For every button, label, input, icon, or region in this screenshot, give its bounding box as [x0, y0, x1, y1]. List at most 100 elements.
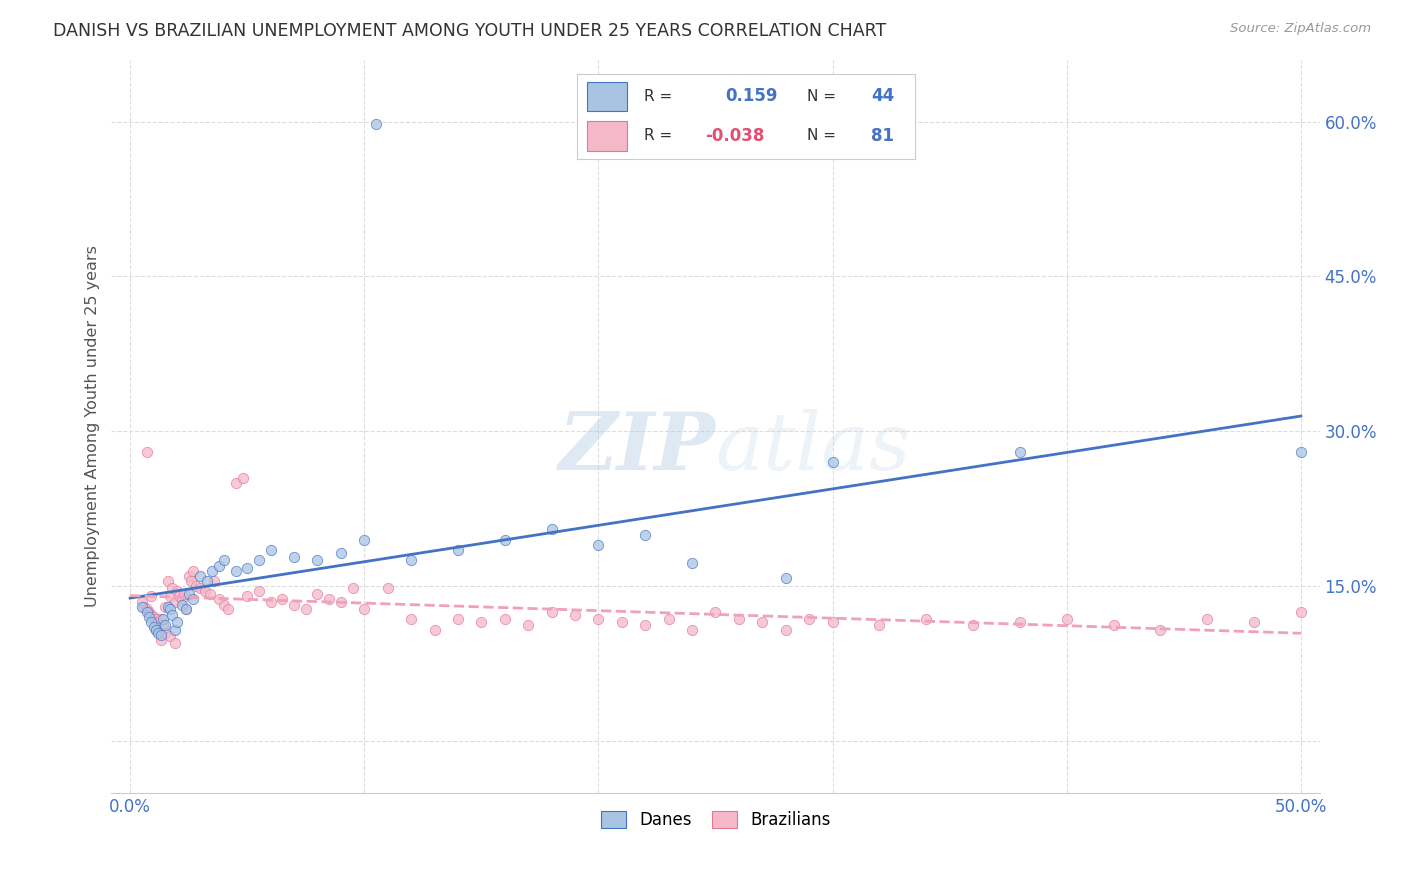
Point [1056, 612, 1078, 626]
Point [177, 587, 200, 601]
Point [517, 618, 540, 632]
Point [681, 557, 703, 571]
Point [915, 612, 938, 626]
Point [141, 608, 163, 623]
Point [166, 615, 188, 630]
Point [821, 615, 844, 630]
Point [166, 584, 188, 599]
Point [149, 612, 172, 626]
Point [176, 602, 198, 616]
Point [218, 602, 240, 616]
Point [236, 590, 259, 604]
Point [134, 599, 156, 614]
Point [610, 615, 633, 630]
Point [155, 618, 177, 632]
Legend: Danes, Brazilians: Danes, Brazilians [595, 804, 837, 836]
Point [236, 560, 259, 574]
Point [173, 587, 195, 601]
Point [169, 590, 191, 604]
Point [775, 623, 797, 637]
Point [318, 591, 340, 606]
Point [156, 599, 179, 614]
Point [377, 581, 399, 595]
Point [775, 571, 797, 585]
Point [148, 625, 170, 640]
Point [152, 612, 174, 626]
Point [353, 533, 375, 547]
Point [194, 584, 217, 599]
Point [208, 558, 231, 573]
Point [1243, 615, 1265, 630]
Point [307, 587, 329, 601]
Point [204, 574, 226, 588]
Point [540, 522, 562, 536]
Point [155, 599, 177, 614]
Point [170, 591, 193, 606]
Point [141, 590, 163, 604]
Text: ZIP: ZIP [558, 409, 716, 487]
Point [141, 615, 163, 630]
Point [329, 594, 352, 608]
Point [1008, 445, 1031, 459]
Point [399, 553, 422, 567]
Point [634, 618, 657, 632]
Point [163, 594, 186, 608]
Point [156, 574, 179, 588]
Point [131, 599, 153, 614]
Point [231, 471, 253, 485]
Point [283, 550, 305, 565]
Point [177, 569, 200, 583]
Point [751, 615, 773, 630]
Point [247, 584, 270, 599]
Point [868, 618, 890, 632]
Point [212, 598, 235, 612]
Point [138, 610, 160, 624]
Point [1197, 612, 1219, 626]
Point [201, 564, 224, 578]
Text: Source: ZipAtlas.com: Source: ZipAtlas.com [1230, 22, 1371, 36]
Point [159, 602, 181, 616]
Point [138, 605, 160, 619]
Point [159, 629, 181, 643]
Point [212, 553, 235, 567]
Point [307, 553, 329, 567]
Point [399, 612, 422, 626]
Point [142, 610, 165, 624]
Text: DANISH VS BRAZILIAN UNEMPLOYMENT AMONG YOUTH UNDER 25 YEARS CORRELATION CHART: DANISH VS BRAZILIAN UNEMPLOYMENT AMONG Y… [53, 22, 887, 40]
Point [494, 612, 516, 626]
Text: atlas: atlas [716, 409, 911, 487]
Point [447, 543, 470, 558]
Point [155, 625, 177, 640]
Point [208, 591, 231, 606]
Point [364, 117, 387, 131]
Point [183, 591, 205, 606]
Point [131, 594, 153, 608]
Point [294, 602, 316, 616]
Point [159, 590, 181, 604]
Point [142, 620, 165, 634]
Point [658, 612, 681, 626]
Point [564, 608, 586, 623]
Point [423, 623, 446, 637]
Point [225, 475, 247, 490]
Point [342, 581, 364, 595]
Point [149, 632, 172, 647]
Point [821, 455, 844, 469]
Point [797, 612, 820, 626]
Point [470, 615, 492, 630]
Point [681, 623, 703, 637]
Point [163, 636, 186, 650]
Point [588, 538, 610, 552]
Point [162, 608, 184, 623]
Point [190, 569, 212, 583]
Point [494, 533, 516, 547]
Point [190, 581, 212, 595]
Point [588, 612, 610, 626]
Point [176, 602, 198, 616]
Point [225, 564, 247, 578]
Point [145, 623, 167, 637]
Point [162, 581, 184, 595]
Point [152, 618, 174, 632]
Point [135, 445, 157, 459]
Point [198, 587, 221, 601]
